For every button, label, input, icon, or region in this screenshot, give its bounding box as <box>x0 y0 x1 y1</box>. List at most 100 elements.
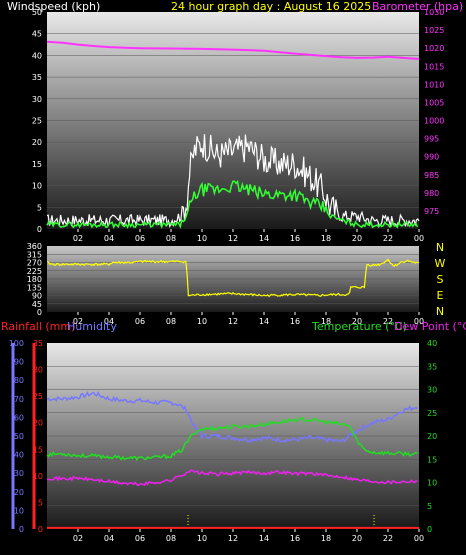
humidity-tick-label: 50 <box>14 432 24 441</box>
climate-x-tick-label: 18 <box>321 534 331 543</box>
windspeed-x-tick-label: 10 <box>197 234 207 243</box>
climate-x-tick-label: 02 <box>73 534 83 543</box>
climate-x-tick-label: 06 <box>135 534 145 543</box>
rain-tick-label: 25 <box>33 392 43 401</box>
direction-tick-label: 90 <box>32 292 42 301</box>
direction-x-tick-label: 22 <box>383 317 393 326</box>
barometer-tick-label: 975 <box>424 207 439 216</box>
compass-label: N <box>436 305 444 318</box>
temperature-tick-label: 5 <box>427 502 432 511</box>
humidity-tick-label: 0 <box>19 525 24 534</box>
windspeed-x-tick-label: 06 <box>135 234 145 243</box>
humidity-tick-label: 80 <box>14 376 24 385</box>
windspeed-x-tick-label: 00 <box>414 234 424 243</box>
humidity-tick-label: 90 <box>14 358 24 367</box>
windspeed-tick-label: 25 <box>32 117 42 126</box>
barometer-tick-label: 1010 <box>424 80 444 89</box>
climate-x-tick-label: 10 <box>197 534 207 543</box>
chart-title: 24 hour graph day : August 16 2025 <box>171 0 372 13</box>
temperature-tick-label: 40 <box>427 339 437 348</box>
barometer-tick-label: 1020 <box>424 44 444 53</box>
humidity-tick-label: 60 <box>14 413 24 422</box>
windspeed-tick-label: 0 <box>37 225 42 234</box>
windspeed-x-tick-label: 08 <box>166 234 176 243</box>
climate-x-tick-label: 20 <box>352 534 362 543</box>
rain-tick-label: 15 <box>33 445 43 454</box>
temperature-tick-label: 20 <box>427 432 437 441</box>
rainfall-axis-title: Rainfall (mm) <box>1 320 76 333</box>
direction-x-tick-label: 04 <box>104 317 114 326</box>
climate-x-tick-label: 12 <box>228 534 238 543</box>
barometer-tick-label: 995 <box>424 135 439 144</box>
direction-x-tick-label: 20 <box>352 317 362 326</box>
windspeed-tick-label: 50 <box>32 8 42 17</box>
temperature-tick-label: 25 <box>427 409 437 418</box>
direction-x-tick-label: 14 <box>259 317 269 326</box>
climate-x-tick-label: 16 <box>290 534 300 543</box>
temperature-tick-label: 0 <box>427 525 432 534</box>
barometer-tick-label: 985 <box>424 171 439 180</box>
windspeed-x-tick-label: 22 <box>383 234 393 243</box>
compass-label: N <box>436 241 444 254</box>
dewpoint-axis-title: Dew Point (°C) <box>394 320 466 333</box>
direction-x-tick-label: 10 <box>197 317 207 326</box>
direction-tick-label: 360 <box>27 242 42 251</box>
climate-x-tick-label: 08 <box>166 534 176 543</box>
climate-x-tick-label: 14 <box>259 534 269 543</box>
windspeed-x-tick-label: 12 <box>228 234 238 243</box>
temperature-axis-title: Temperature (°C) <box>312 320 407 333</box>
rain-tick-label: 20 <box>33 419 43 428</box>
climate-x-tick-label: 00 <box>414 534 424 543</box>
barometer-axis-title: Barometer (hpa) <box>372 0 464 13</box>
direction-x-tick-label: 16 <box>290 317 300 326</box>
direction-x-tick-label: 08 <box>166 317 176 326</box>
climate-x-tick-label: 04 <box>104 534 114 543</box>
windspeed-tick-label: 10 <box>32 182 42 191</box>
windspeed-x-tick-label: 14 <box>259 234 269 243</box>
windspeed-x-tick-label: 04 <box>104 234 114 243</box>
direction-tick-label: 315 <box>27 250 42 259</box>
temperature-tick-label: 10 <box>427 479 437 488</box>
windspeed-x-tick-label: 16 <box>290 234 300 243</box>
rain-tick-label: 35 <box>33 339 43 348</box>
windspeed-axis-title: Windspeed (kph) <box>7 0 101 13</box>
direction-tick-label: 135 <box>27 283 42 292</box>
rain-tick-label: 10 <box>33 472 43 481</box>
direction-x-tick-label: 02 <box>73 317 83 326</box>
temperature-line <box>46 417 418 462</box>
direction-x-tick-label: 18 <box>321 317 331 326</box>
barometer-tick-label: 1015 <box>424 62 444 71</box>
humidity-tick-label: 30 <box>14 469 24 478</box>
humidity-tick-label: 70 <box>14 395 24 404</box>
windspeed-tick-label: 5 <box>37 203 42 212</box>
direction-tick-label: 180 <box>27 275 42 284</box>
windspeed-tick-label: 20 <box>32 138 42 147</box>
humidity-tick-label: 100 <box>9 339 24 348</box>
compass-label: S <box>437 273 444 286</box>
rain-tick-label: 30 <box>33 366 43 375</box>
barometer-tick-label: 1000 <box>424 117 444 126</box>
windspeed-tick-label: 45 <box>32 30 42 39</box>
direction-tick-label: 0 <box>37 308 42 317</box>
temperature-tick-label: 35 <box>427 362 437 371</box>
windspeed-x-tick-label: 18 <box>321 234 331 243</box>
direction-tick-label: 270 <box>27 259 42 268</box>
direction-x-tick-label: 06 <box>135 317 145 326</box>
barometer-tick-label: 1005 <box>424 98 444 107</box>
barometer-tick-label: 990 <box>424 153 439 162</box>
windspeed-x-tick-label: 20 <box>352 234 362 243</box>
rain-tick-label: 0 <box>38 525 43 534</box>
barometer-tick-label: 1025 <box>424 26 444 35</box>
windspeed-tick-label: 40 <box>32 51 42 60</box>
compass-label: W <box>435 257 446 270</box>
compass-label: E <box>437 289 444 302</box>
rain-tick-label: 5 <box>38 498 43 507</box>
temperature-tick-label: 15 <box>427 455 437 464</box>
direction-tick-label: 45 <box>32 300 42 309</box>
windspeed-x-tick-label: 02 <box>73 234 83 243</box>
direction-tick-label: 225 <box>27 267 42 276</box>
windspeed-tick-label: 35 <box>32 73 42 82</box>
humidity-tick-label: 10 <box>14 506 24 515</box>
climate-x-tick-label: 22 <box>383 534 393 543</box>
